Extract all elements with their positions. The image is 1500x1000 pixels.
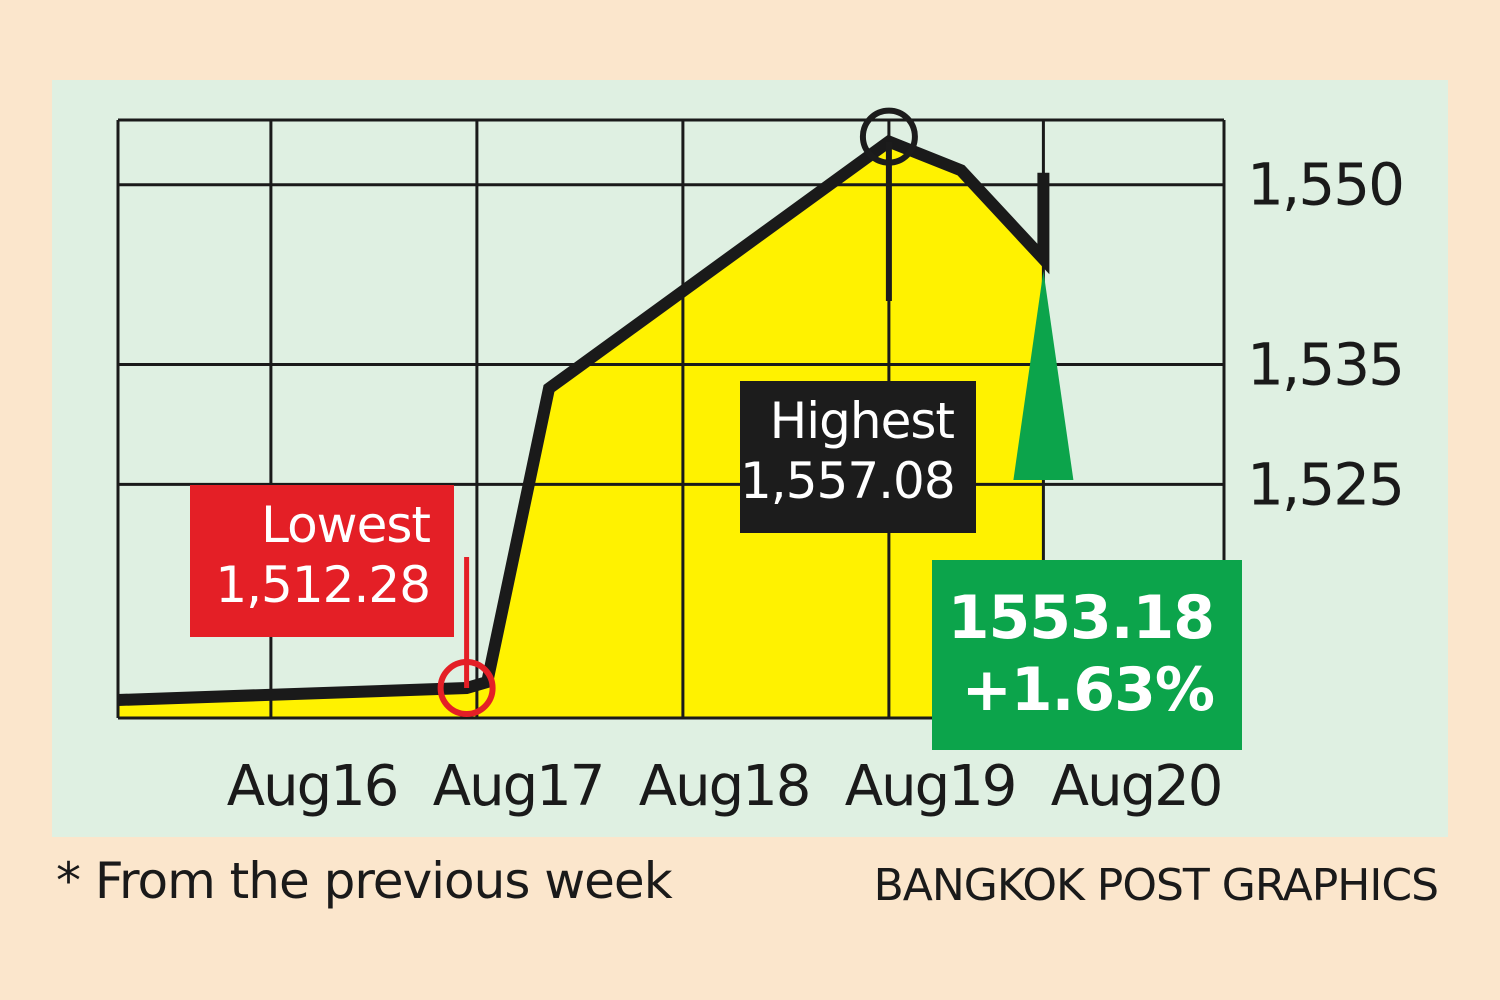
lowest-marker — [437, 659, 496, 718]
highest-marker — [859, 107, 918, 166]
highest-callout: Highest 1,557.08 — [740, 381, 976, 533]
line-chart: 1,550 1,535 1,525 Aug16 Aug17 Aug18 Aug19 Aug20 — [116, 107, 1405, 819]
lowest-callout: Lowest 1,512.28 — [190, 485, 454, 637]
area-fill — [118, 141, 1044, 718]
x-tick-label: Aug17 — [433, 754, 604, 819]
x-tick-label: Aug20 — [1051, 754, 1222, 819]
x-tick-label: Aug16 — [227, 754, 398, 819]
x-tick-label: Aug19 — [845, 754, 1016, 819]
series-line — [117, 134, 1050, 707]
y-tick-label: 1,525 — [1247, 450, 1403, 518]
chart-panel: 1,550 1,535 1,525 Aug16 Aug17 Aug18 Aug19 Aug20… — [52, 80, 1448, 837]
latest-callout: 1553.18 +1.63% — [932, 560, 1242, 750]
lowest-value: 1,512.28 — [215, 556, 431, 614]
credit-line: BANGKOK POST GRAPHICS — [873, 860, 1439, 911]
y-tick-label: 1,550 — [1247, 151, 1403, 219]
latest-pointer — [1013, 271, 1074, 480]
x-tick-label: Aug18 — [639, 754, 810, 819]
latest-change: +1.63% — [961, 655, 1215, 725]
y-tick-label: 1,535 — [1247, 330, 1403, 398]
highest-label: Highest — [769, 392, 955, 450]
highest-value: 1,557.08 — [740, 452, 956, 510]
latest-value: 1553.18 — [947, 583, 1215, 653]
lowest-label: Lowest — [261, 496, 431, 554]
footnote: * From the previous week — [56, 852, 673, 910]
